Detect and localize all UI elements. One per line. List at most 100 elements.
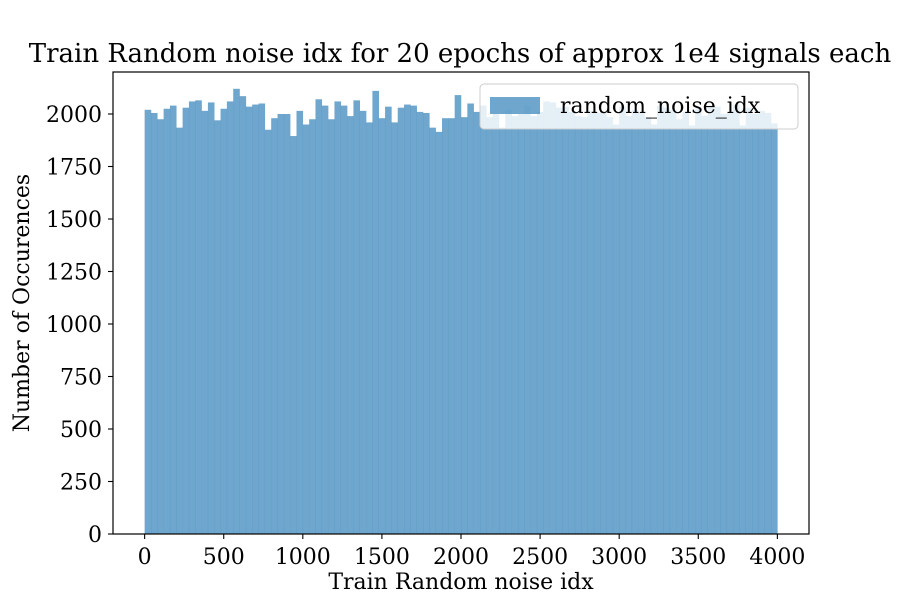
histogram-bar [410, 105, 417, 534]
histogram-bar [676, 119, 683, 534]
histogram-bar [429, 127, 436, 535]
legend-swatch [490, 97, 540, 114]
histogram-bar [619, 106, 626, 535]
histogram-bar [366, 122, 373, 535]
histogram-bar [492, 114, 500, 534]
legend-label: random_noise_idx [560, 94, 761, 119]
histogram-bar [214, 120, 221, 535]
histogram-bar [321, 105, 329, 534]
histogram-bar [600, 111, 607, 535]
histogram-bar [631, 109, 639, 535]
x-tick-label: 3000 [591, 545, 647, 570]
histogram-bar [745, 107, 753, 534]
histogram-bar [505, 109, 512, 535]
histogram-bar [688, 125, 696, 535]
histogram-bar [530, 116, 538, 534]
x-tick-label: 3500 [670, 545, 726, 570]
y-axis-label: Number of Occurences [10, 174, 35, 432]
histogram-bar [726, 112, 734, 534]
histogram-bar [461, 117, 468, 535]
histogram-bar [758, 110, 765, 534]
histogram-bar [188, 101, 196, 535]
histogram-bar [448, 118, 455, 534]
y-tick-label: 0 [88, 523, 102, 548]
histogram-bar [334, 101, 342, 535]
histogram-bar [695, 108, 702, 534]
histogram-bar [423, 112, 430, 534]
histogram-bar [682, 111, 690, 535]
histogram-bar [524, 105, 531, 534]
y-tick-label: 750 [60, 366, 102, 391]
x-tick-label: 0 [138, 545, 152, 570]
histogram-bar [657, 105, 664, 534]
histogram-bar [176, 127, 183, 535]
histogram-bar [290, 136, 297, 535]
y-tick-label: 1500 [46, 208, 102, 233]
histogram-bar [264, 129, 272, 534]
histogram-bar [486, 117, 493, 535]
histogram-bar [536, 111, 544, 535]
x-tick-label: 500 [203, 545, 245, 570]
histogram-bar [283, 114, 291, 534]
histogram-bar [663, 107, 671, 534]
histogram-bar [416, 111, 424, 535]
histogram-bar [644, 117, 652, 535]
histogram-bar [296, 110, 304, 534]
histogram-bar [650, 124, 658, 534]
histogram-bar [302, 124, 310, 534]
histogram-bar [271, 118, 278, 534]
y-axis: 0 250 500 750 1000 1250 1500 1750 2000 [46, 103, 113, 548]
histogram-bar [220, 108, 228, 534]
x-axis-label: Train Random noise idx [328, 570, 594, 595]
histogram-bar [606, 117, 614, 535]
histogram-bar [511, 116, 519, 534]
histogram-bar [150, 112, 158, 534]
histogram-bar [593, 112, 601, 534]
y-tick-label: 1750 [46, 156, 102, 181]
histogram-bar [701, 116, 709, 534]
x-axis: 0 500 1000 1500 2000 2500 3000 3500 4000 [138, 534, 805, 570]
histogram-bar [574, 116, 582, 534]
histogram-bar [720, 114, 727, 534]
y-tick-label: 500 [60, 418, 102, 443]
histogram-bar [669, 109, 677, 535]
histogram-bar [258, 103, 266, 534]
histogram-bar [771, 123, 778, 534]
legend: random_noise_idx [479, 83, 799, 130]
x-tick-label: 2000 [433, 545, 489, 570]
histogram-bar [454, 95, 462, 534]
histogram-bar [340, 105, 348, 534]
histogram-bar [581, 117, 588, 535]
histogram-bar [543, 101, 550, 535]
histogram-bar [226, 101, 234, 535]
histogram-bar [587, 110, 595, 534]
histogram-bar [739, 125, 746, 535]
histogram-bar [473, 111, 481, 535]
chart-title: Train Random noise idx for 20 epochs of … [29, 39, 892, 69]
histogram-bar [612, 124, 620, 534]
x-tick-label: 4000 [749, 545, 805, 570]
x-tick-label: 1000 [275, 545, 331, 570]
histogram-bar [517, 114, 525, 534]
histogram-bar [479, 105, 487, 534]
y-tick-label: 1250 [46, 261, 102, 286]
x-tick-label: 1500 [354, 545, 410, 570]
histogram-bar [252, 104, 259, 535]
histogram-bar [378, 118, 386, 534]
histogram-bar [707, 105, 715, 534]
histogram-bar [385, 106, 392, 535]
histogram-bar [638, 112, 645, 534]
histogram-bar [562, 106, 569, 535]
histogram-bar [163, 108, 171, 534]
histogram-bar [555, 107, 563, 534]
y-tick-label: 1000 [46, 313, 102, 338]
y-tick-label: 2000 [46, 103, 102, 128]
histogram-bar [404, 104, 411, 535]
histogram-bar [315, 99, 323, 535]
histogram-bar [169, 105, 177, 534]
histogram-bar [144, 109, 152, 535]
x-tick-label: 2500 [512, 545, 568, 570]
histogram-bar [201, 110, 209, 534]
histogram-bar [752, 114, 759, 534]
